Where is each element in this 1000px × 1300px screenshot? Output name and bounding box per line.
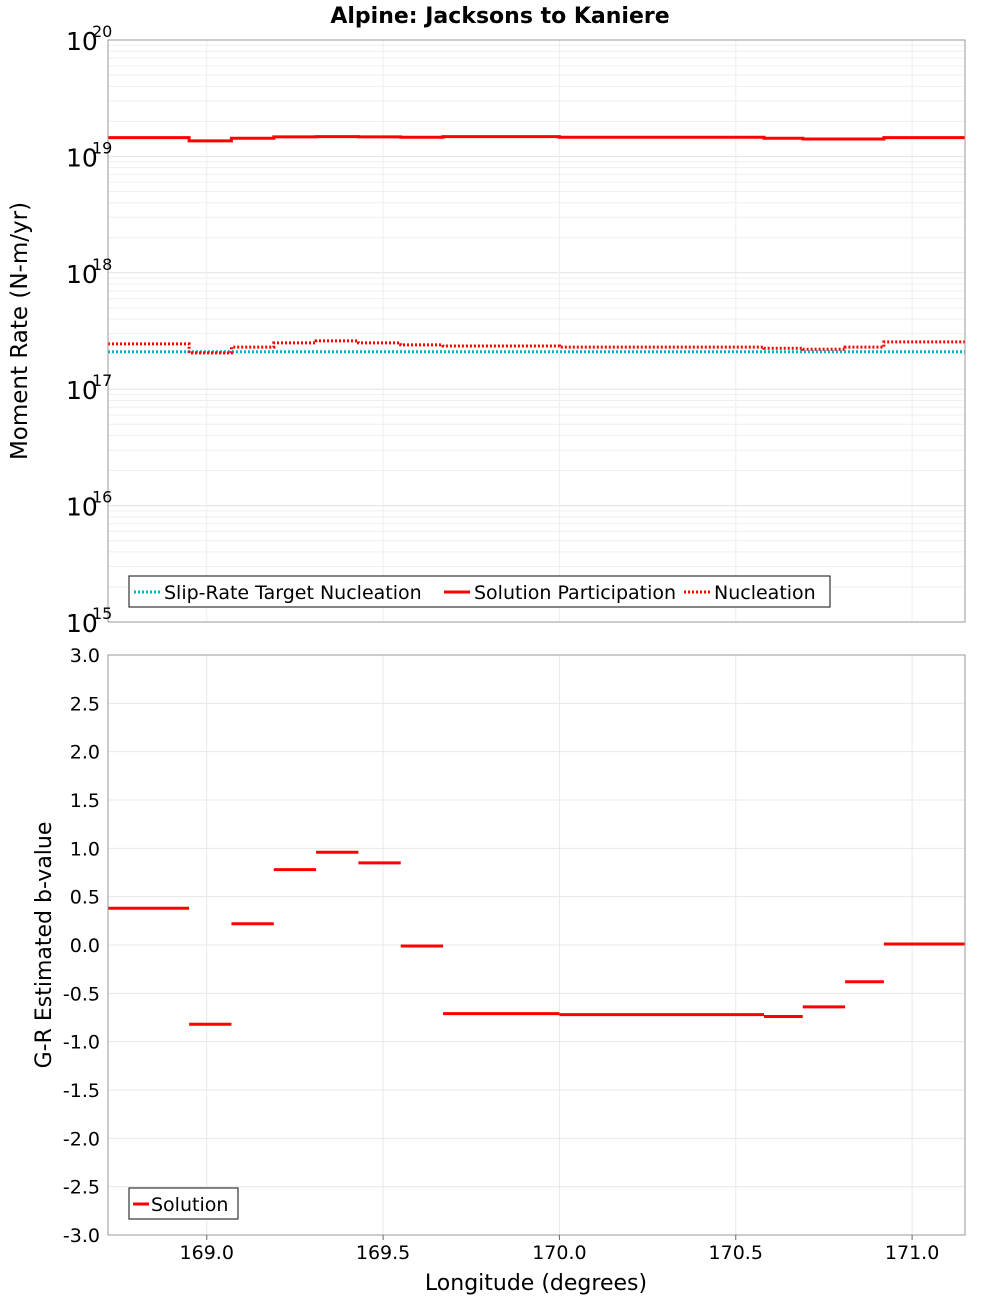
- moment-rate-legend-frame: [128, 575, 831, 608]
- b-value-plot-frame: [107, 654, 966, 1236]
- longitude-x-tick-label: 169.5: [356, 1242, 410, 1264]
- moment-rate-y-tick-base: 10: [66, 376, 98, 405]
- moment-rate-y-tick-exponent: 17: [92, 371, 112, 390]
- b-value-y-tick-label: 0.5: [70, 887, 100, 909]
- b-value-y-tick-label: -0.5: [63, 983, 100, 1005]
- longitude-x-ticks: 169.0 169.5 170.0 170.5 171.0: [180, 1235, 939, 1264]
- b-value-y-tick-label: -2.5: [63, 1177, 100, 1199]
- moment-rate-y-tick-base: 10: [66, 27, 98, 56]
- legend-label-nucleation: Nucleation: [714, 582, 816, 604]
- series-nucleation: [108, 339, 965, 355]
- longitude-x-tick-label: 171.0: [885, 1242, 939, 1264]
- b-value-y-tick-label: -2.0: [63, 1128, 100, 1150]
- b-value-y-tick-label: 0.0: [70, 935, 100, 957]
- longitude-x-tick-label: 170.0: [532, 1242, 586, 1264]
- b-value-series: [108, 850, 965, 1026]
- moment-rate-y-tick-exponent: 15: [92, 604, 112, 623]
- longitude-x-tick-label: 170.5: [709, 1242, 763, 1264]
- moment-rate-legend: Slip-Rate Target Nucleation Solution Part…: [128, 575, 831, 608]
- legend-label-solution: Solution: [151, 1194, 228, 1216]
- b-value-y-ticks: -3.0 -2.5 -2.0 -1.5 -1.0 -0.5 0.0 0.5 1.0 1.5 2.0 2…: [63, 645, 100, 1247]
- moment-rate-y-tick-exponent: 18: [92, 255, 112, 274]
- moment-rate-y-tick-exponent: 20: [92, 22, 112, 41]
- b-value-y-tick-label: 1.5: [70, 790, 100, 812]
- b-value-y-tick-label: -1.5: [63, 1080, 100, 1102]
- b-value-y-tick-label: 1.0: [70, 838, 100, 860]
- moment-rate-series: [108, 135, 965, 355]
- moment-rate-y-tick-base: 10: [66, 609, 98, 638]
- longitude-x-tick-label: 169.0: [180, 1242, 234, 1264]
- moment-rate-y-axis-label: Moment Rate (N-m/yr): [7, 202, 33, 460]
- b-value-y-tick-label: -1.0: [63, 1032, 100, 1054]
- moment-rate-grid: [108, 40, 965, 623]
- chart-title: Alpine: Jacksons to Kaniere: [330, 4, 669, 29]
- b-value-y-tick-label: 2.0: [70, 742, 100, 764]
- moment-rate-plot-background: [108, 40, 965, 622]
- moment-rate-y-tick-base: 10: [66, 143, 98, 172]
- b-value-panel: -3.0 -2.5 -2.0 -1.5 -1.0 -0.5 0.0 0.5 1.0 1.5 2.0 2…: [32, 645, 966, 1296]
- legend-label-solution-participation: Solution Participation: [474, 582, 676, 604]
- legend-label-slip-rate-target-nucleation: Slip-Rate Target Nucleation: [164, 582, 422, 604]
- moment-rate-y-tick-base: 10: [66, 260, 98, 289]
- b-value-y-axis-label: G-R Estimated b-value: [32, 822, 57, 1069]
- b-value-legend: Solution: [128, 1187, 239, 1220]
- moment-rate-plot-frame: [107, 39, 966, 623]
- b-value-y-tick-label: 2.5: [70, 693, 100, 715]
- b-value-y-tick-label: 3.0: [70, 645, 100, 667]
- series-solution-participation: [108, 135, 965, 143]
- moment-rate-y-tick-base: 10: [66, 493, 98, 522]
- b-value-y-tick-label: -3.0: [63, 1225, 100, 1247]
- moment-rate-y-tick-exponent: 16: [92, 488, 112, 507]
- moment-rate-y-tick-exponent: 19: [92, 138, 112, 157]
- longitude-x-axis-label: Longitude (degrees): [425, 1271, 647, 1296]
